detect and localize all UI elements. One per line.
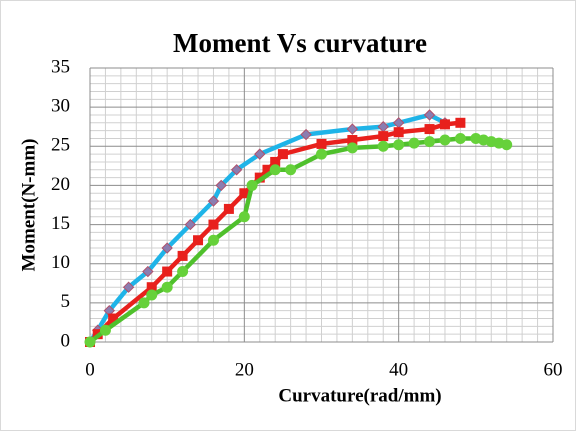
marker [177, 266, 189, 278]
x-tick-label: 20 [235, 359, 254, 380]
marker [207, 234, 219, 246]
marker [142, 265, 154, 278]
marker [193, 235, 204, 246]
marker [177, 250, 188, 261]
marker [377, 140, 389, 152]
marker [423, 109, 436, 121]
marker [316, 148, 327, 160]
marker [316, 138, 327, 149]
marker [424, 136, 436, 148]
y-axis-label: Moment(N-mm) [18, 139, 39, 272]
marker [138, 297, 150, 309]
marker [424, 124, 435, 135]
y-tick-label: 35 [51, 56, 70, 77]
marker [455, 117, 466, 128]
marker [269, 164, 281, 176]
y-tick-label: 15 [51, 213, 70, 234]
marker [223, 203, 234, 214]
marker [277, 149, 288, 160]
chart-title: Moment Vs curvature [173, 28, 427, 58]
marker [300, 128, 312, 141]
marker [207, 195, 220, 207]
y-tick-label: 0 [61, 330, 71, 351]
marker [146, 289, 158, 301]
marker [393, 139, 405, 151]
marker [408, 137, 420, 149]
marker [346, 142, 358, 154]
marker [162, 266, 173, 277]
x-tick-label: 40 [389, 359, 408, 380]
y-tick-label: 5 [61, 291, 71, 312]
marker [439, 119, 450, 130]
marker [122, 281, 135, 293]
marker [230, 164, 243, 176]
marker [346, 123, 359, 135]
marker [161, 281, 173, 293]
marker [184, 218, 197, 231]
x-tick-label: 0 [85, 359, 95, 380]
y-tick-label: 20 [51, 174, 70, 195]
marker [215, 179, 227, 192]
marker [238, 211, 250, 223]
marker [99, 324, 111, 336]
x-tick-label: 60 [544, 359, 563, 380]
marker [161, 242, 173, 254]
marks [84, 109, 513, 348]
marker [454, 132, 466, 144]
marker [246, 179, 258, 191]
marker [393, 127, 404, 138]
x-axis-label: Curvature(rad/mm) [278, 385, 441, 406]
marker [84, 336, 96, 348]
y-tick-label: 30 [51, 96, 70, 117]
marker [439, 134, 451, 146]
y-tick-label: 25 [51, 135, 70, 156]
marker [501, 139, 513, 151]
marker [285, 164, 297, 176]
marker [254, 148, 266, 160]
grid [89, 67, 554, 343]
marker [208, 219, 219, 230]
marker [378, 131, 389, 142]
y-tick-label: 10 [51, 252, 70, 273]
